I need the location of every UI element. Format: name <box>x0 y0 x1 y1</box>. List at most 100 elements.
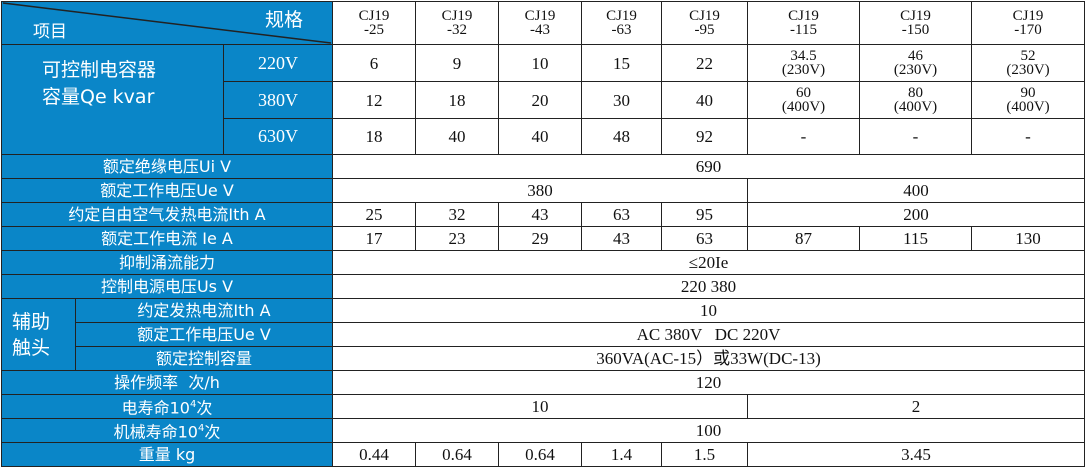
cell: 120 <box>332 370 1085 395</box>
cell: 40 <box>661 81 749 119</box>
cell: 130 <box>971 226 1085 251</box>
cell: 1.4 <box>581 442 663 467</box>
cell: 400 <box>747 178 1085 203</box>
row-label: 额定控制容量 <box>74 346 334 371</box>
cell: 690 <box>332 154 1085 179</box>
cell: 200 <box>747 202 1085 227</box>
model-header: CJ19 -150 <box>859 1 973 45</box>
cell: 115 <box>859 226 973 251</box>
cell: 10 <box>332 394 749 419</box>
cell: 43 <box>498 202 583 227</box>
voltage-label: 630V <box>222 118 334 155</box>
row-label: 控制电源电压Us V <box>0 274 334 299</box>
cell: - <box>971 118 1085 155</box>
cell: - <box>859 118 973 155</box>
cell: ≤20Ie <box>332 250 1085 275</box>
cell: 29 <box>498 226 583 251</box>
row-aux-cap: 额定控制容量 360VA(AC-15）或33W(DC-13) <box>2 346 1085 371</box>
cell: 20 <box>498 81 583 119</box>
row-ui: 额定绝缘电压Ui V 690 <box>0 154 1085 179</box>
cell: 48 <box>581 118 663 155</box>
capacitor-row-630: 630V 18 40 40 48 92 - - - <box>2 118 1085 155</box>
cell: 40 <box>498 118 583 155</box>
capacitor-row-380: 380V 12 18 20 30 40 60 (400V) 80 (400V) 90… <box>2 81 1085 119</box>
cell: 3.45 <box>747 442 1085 467</box>
row-electrical-life: 电寿命104次 10 2 <box>0 394 1085 419</box>
cell: 40 <box>415 118 500 155</box>
cell: 63 <box>661 226 749 251</box>
cell: 90 (400V) <box>971 81 1085 119</box>
cell: 23 <box>415 226 500 251</box>
row-mechanical-life: 机械寿命104次 100 <box>0 418 1085 443</box>
cell: - <box>747 118 861 155</box>
capacitor-row-220: 可控制电容器 容量Qe kvar 220V 6 9 10 15 22 34.5 (2… <box>1 44 1085 155</box>
cell: AC 380V DC 220V <box>332 322 1085 347</box>
row-aux-ith: 辅助 触头 约定发热电流Ith A 10 <box>1 298 1085 371</box>
cell: 17 <box>332 226 417 251</box>
row-surge: 抑制涌流能力 ≤20Ie <box>0 250 1085 275</box>
row-label: 操作频率 次/h <box>0 370 334 395</box>
cell: 2 <box>747 394 1085 419</box>
model-header: CJ19 -32 <box>415 1 500 45</box>
cell: 46 (230V) <box>859 44 973 82</box>
cell: 32 <box>415 202 500 227</box>
cell: 360VA(AC-15）或33W(DC-13) <box>332 346 1085 371</box>
cell: 30 <box>581 81 663 119</box>
row-label: 额定绝缘电压Ui V <box>0 154 334 179</box>
row-label: 额定工作电压Ue V <box>0 178 334 203</box>
cell: 87 <box>747 226 861 251</box>
cell: 15 <box>581 44 663 82</box>
row-label: 电寿命104次 <box>0 394 334 419</box>
row-label: 约定发热电流Ith A <box>74 298 334 323</box>
row-us: 控制电源电压Us V 220 380 <box>0 274 1085 299</box>
cell: 0.64 <box>498 442 583 467</box>
cell: 52 (230V) <box>971 44 1085 82</box>
cell: 10 <box>498 44 583 82</box>
cell: 10 <box>332 298 1085 323</box>
row-aux-ue: 额定工作电压Ue V AC 380V DC 220V <box>2 322 1085 347</box>
row-ue: 额定工作电压Ue V 380 400 <box>0 178 1085 203</box>
model-header: CJ19 -25 <box>332 1 417 45</box>
cell: 18 <box>415 81 500 119</box>
cell: 92 <box>661 118 749 155</box>
header-row: CJ19 -25 CJ19 -32 CJ19 -43 CJ19 -63 CJ19 -95 … <box>0 1 1085 45</box>
cell: 63 <box>581 202 663 227</box>
cell: 0.64 <box>415 442 500 467</box>
row-label: 机械寿命104次 <box>0 418 334 443</box>
cell: 12 <box>332 81 417 119</box>
cell: 22 <box>661 44 749 82</box>
spec-label: 规格 <box>265 9 304 31</box>
row-weight: 重量 kg 0.44 0.64 0.64 1.4 1.5 3.45 <box>0 442 1085 467</box>
cell: 80 (400V) <box>859 81 973 119</box>
row-label: 额定工作电流 Ie A <box>0 226 334 251</box>
row-label: 重量 kg <box>0 442 334 467</box>
cell: 34.5 (230V) <box>747 44 861 82</box>
row-label: 约定自由空气发热电流Ith A <box>0 202 334 227</box>
row-ie: 额定工作电流 Ie A 17 23 29 43 63 87 115 130 <box>0 226 1085 251</box>
cell: 0.44 <box>332 442 417 467</box>
cell: 1.5 <box>661 442 749 467</box>
cell: 25 <box>332 202 417 227</box>
row-ith: 约定自由空气发热电流Ith A 25 32 43 63 95 200 <box>0 202 1085 227</box>
cell: 6 <box>332 44 417 82</box>
cell: 100 <box>332 418 1085 443</box>
cell: 60 (400V) <box>747 81 861 119</box>
voltage-label: 380V <box>222 81 334 119</box>
aux-label: 辅助 触头 <box>1 298 76 371</box>
capacitor-label: 可控制电容器 容量Qe kvar <box>1 44 224 155</box>
cell: 380 <box>332 178 749 203</box>
model-header: CJ19 -115 <box>747 1 861 45</box>
cell: 18 <box>332 118 417 155</box>
voltage-label: 220V <box>222 44 334 82</box>
model-header: CJ19 -170 <box>971 1 1085 45</box>
cell: 220 380 <box>332 274 1085 299</box>
row-label: 额定工作电压Ue V <box>74 322 334 347</box>
model-header: CJ19 -43 <box>498 1 583 45</box>
row-label: 抑制涌流能力 <box>0 250 334 275</box>
model-header: CJ19 -95 <box>661 1 749 45</box>
item-label: 项目 <box>33 22 67 42</box>
cell: 95 <box>661 202 749 227</box>
row-freq: 操作频率 次/h 120 <box>0 370 1085 395</box>
